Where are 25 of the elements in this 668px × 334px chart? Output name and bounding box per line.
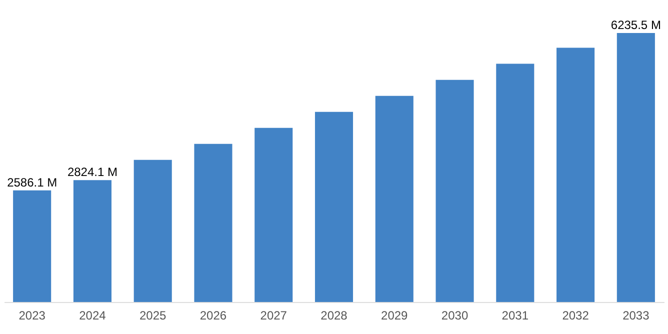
bar	[13, 190, 52, 302]
bar	[375, 96, 414, 302]
x-tick-label: 2027	[260, 308, 288, 322]
bar	[556, 48, 595, 302]
x-tick-label: 2024	[79, 308, 106, 322]
x-tick-label: 2030	[441, 308, 468, 322]
bar	[314, 112, 354, 302]
bar	[616, 33, 655, 302]
x-tick-label: 2029	[381, 308, 408, 322]
bar	[134, 160, 172, 302]
bar	[254, 128, 293, 302]
bar	[496, 64, 534, 302]
data-label: 2824.1 M	[67, 165, 118, 180]
x-tick-label: 2031	[502, 308, 529, 322]
x-tick-label: 2032	[562, 308, 590, 322]
x-tick-label: 2026	[200, 308, 227, 322]
bar	[73, 180, 112, 302]
bar	[194, 144, 232, 302]
bar	[436, 80, 474, 302]
data-label: 2586.1 M	[7, 175, 58, 190]
x-tick-label: 2025	[139, 308, 167, 322]
data-label: 6235.5 M	[610, 18, 661, 32]
x-tick-label: 2023	[18, 308, 46, 322]
x-tick-label: 2028	[320, 308, 348, 322]
x-tick-label: 2033	[622, 308, 650, 322]
